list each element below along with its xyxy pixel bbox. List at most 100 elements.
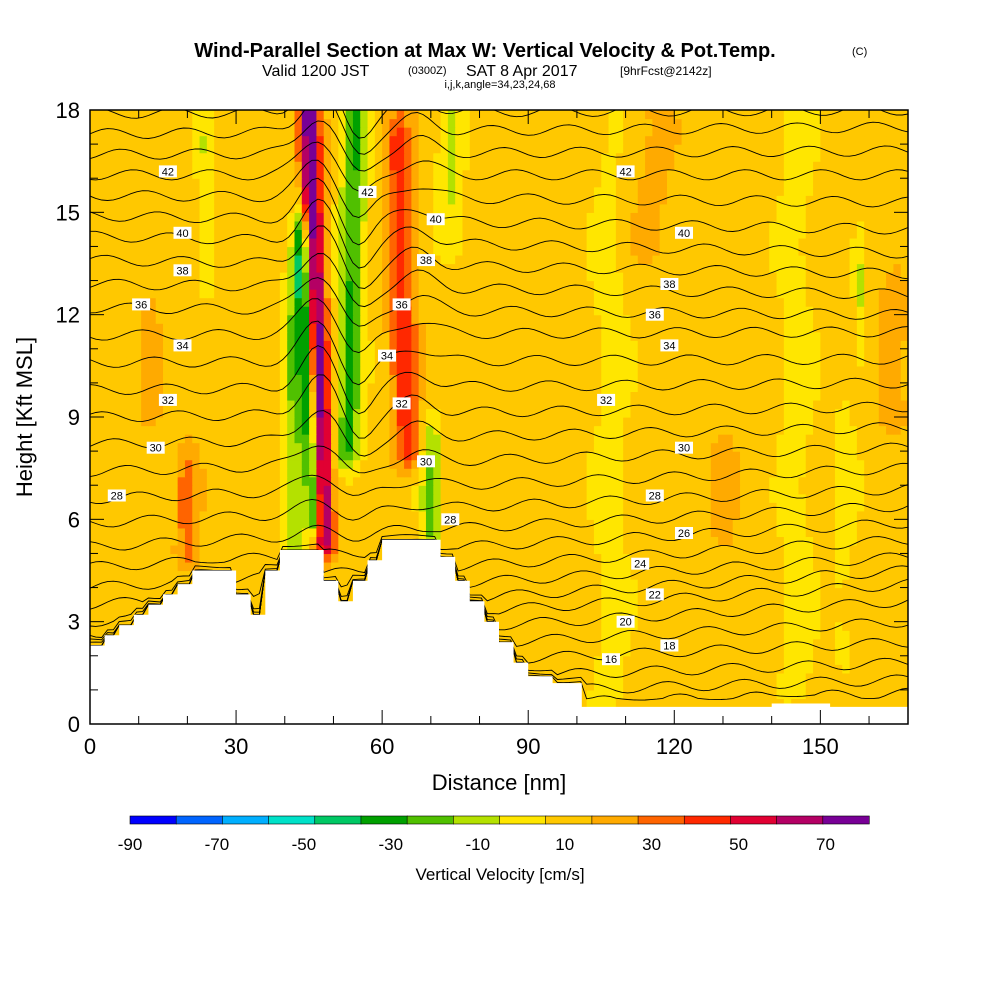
w-cell: [418, 485, 427, 495]
w-cell: [433, 434, 442, 444]
w-cell: [747, 468, 756, 478]
w-cell: [615, 553, 624, 563]
w-cell: [864, 587, 873, 597]
w-cell: [323, 382, 332, 393]
w-cell: [236, 399, 244, 410]
w-cell: [520, 502, 529, 512]
w-cell: [279, 399, 288, 410]
w-cell: [623, 408, 632, 418]
w-cell: [681, 493, 690, 503]
w-cell: [491, 527, 500, 537]
w-cell: [718, 476, 727, 486]
w-cell: [856, 553, 865, 563]
w-cell: [834, 382, 843, 393]
w-cell: [477, 502, 485, 512]
w-cell: [666, 681, 675, 691]
w-cell: [520, 493, 529, 503]
w-cell: [513, 459, 522, 469]
w-cell: [696, 485, 705, 495]
w-cell: [389, 340, 398, 350]
w-cell: [97, 544, 106, 555]
w-cell: [696, 357, 705, 367]
w-cell: [316, 493, 325, 503]
w-cell: [279, 348, 288, 358]
w-cell: [572, 382, 580, 393]
w-cell: [90, 587, 98, 597]
w-cell: [528, 442, 537, 452]
w-cell: [111, 468, 120, 478]
w-cell: [338, 510, 347, 520]
w-cell: [732, 544, 741, 555]
w-cell: [761, 442, 770, 452]
w-cell: [732, 519, 741, 529]
w-cell: [637, 408, 646, 418]
w-cell: [586, 621, 595, 631]
w-cell: [345, 527, 354, 537]
w-cell: [586, 382, 595, 393]
w-cell: [279, 485, 288, 495]
w-cell: [206, 382, 215, 393]
w-cell: [331, 365, 339, 375]
w-cell: [148, 391, 157, 401]
w-cell: [572, 536, 580, 546]
w-cell: [864, 604, 873, 614]
w-cell: [761, 596, 770, 606]
w-cell: [309, 365, 318, 375]
w-cell: [97, 374, 106, 384]
w-cell: [425, 434, 434, 444]
w-cell: [133, 604, 142, 614]
w-cell: [491, 408, 500, 418]
w-cell: [637, 689, 646, 700]
w-cell: [506, 561, 515, 572]
w-cell: [608, 502, 617, 512]
w-cell: [813, 647, 821, 657]
w-cell: [732, 357, 741, 367]
w-cell: [133, 579, 142, 589]
w-cell: [265, 527, 274, 537]
w-cell: [309, 527, 318, 537]
w-cell: [484, 604, 493, 614]
w-cell: [469, 451, 478, 461]
w-cell: [316, 434, 325, 444]
w-cell: [820, 357, 829, 367]
w-cell: [586, 365, 595, 375]
w-cell: [652, 570, 661, 580]
w-cell: [798, 374, 807, 384]
w-cell: [404, 510, 412, 520]
w-cell: [374, 391, 383, 401]
w-cell: [849, 442, 858, 452]
w-cell: [688, 348, 697, 358]
w-cell: [878, 434, 887, 444]
w-cell: [681, 638, 690, 648]
w-cell: [236, 561, 244, 572]
w-cell: [499, 519, 507, 529]
w-cell: [272, 399, 281, 410]
w-cell: [250, 340, 259, 350]
w-cell: [499, 365, 507, 375]
w-cell: [491, 544, 500, 555]
w-cell: [506, 527, 515, 537]
w-cell: [111, 408, 120, 418]
w-cell: [688, 664, 697, 674]
w-cell: [761, 544, 770, 555]
w-cell: [148, 417, 157, 427]
w-cell: [119, 357, 128, 367]
w-cell: [659, 672, 668, 682]
w-cell: [214, 468, 223, 478]
w-cell: [469, 425, 478, 435]
w-cell: [345, 493, 354, 503]
w-cell: [528, 476, 537, 486]
w-cell: [674, 672, 683, 682]
w-cell: [586, 391, 595, 401]
w-cell: [900, 365, 908, 375]
w-cell: [798, 451, 807, 461]
w-cell: [411, 502, 420, 512]
w-cell: [878, 459, 887, 469]
w-cell: [747, 647, 756, 657]
w-cell: [601, 382, 610, 393]
w-cell: [462, 391, 471, 401]
w-cell: [776, 519, 785, 529]
w-cell: [593, 417, 602, 427]
w-cell: [834, 348, 843, 358]
w-cell: [433, 510, 442, 520]
